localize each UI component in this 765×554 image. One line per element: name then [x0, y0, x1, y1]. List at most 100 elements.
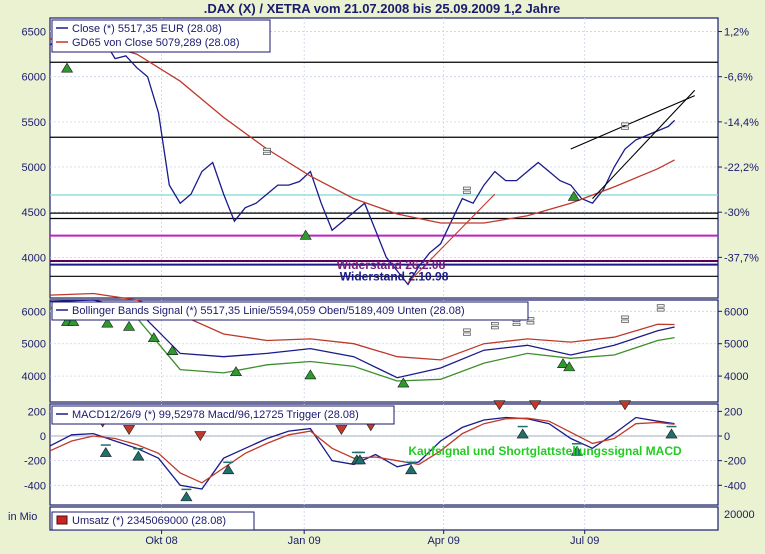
price-left-tick-label: 5500 — [22, 117, 46, 129]
bollinger-right-tick-label: 4000 — [724, 371, 748, 383]
price-left-tick-label: 6000 — [22, 72, 46, 84]
buy-signal-marker — [567, 190, 580, 201]
legend-label: Umsatz (*) 2345069000 (28.08) — [72, 515, 226, 527]
bollinger-series-linie — [49, 299, 675, 379]
buy-signal-marker — [556, 358, 570, 368]
chart-title: .DAX (X) / XETRA vom 21.07.2008 bis 25.0… — [204, 1, 560, 16]
macd-buy-signal-marker — [570, 445, 583, 456]
macd-buy-signal-marker — [516, 428, 529, 439]
neutral-signal-marker — [463, 328, 471, 332]
buy-signal-marker — [304, 369, 317, 380]
volume-right-tick-label: 20000 — [724, 509, 755, 521]
macd-buy-signal-marker — [180, 491, 193, 502]
price-trendline-1 — [592, 89, 696, 200]
sell-signal-marker — [529, 400, 542, 411]
price-plot-area — [49, 17, 719, 299]
buy-signal-marker — [397, 377, 410, 388]
sell-signal-marker — [618, 400, 632, 411]
macd-left-tick-label: 0 — [40, 431, 46, 443]
neutral-signal-marker — [621, 122, 629, 126]
buy-signal-marker — [61, 62, 74, 73]
macd-left-tick-label: -400 — [24, 480, 46, 492]
neutral-signal-marker — [656, 308, 665, 312]
legend-label: MACD12/26/9 (*) 99,52978 Macd/96,12725 T… — [72, 409, 359, 421]
macd-right-tick-label: 0 — [724, 431, 730, 443]
x-tick-label: Okt 08 — [145, 535, 177, 547]
macd-buy-signal-marker — [665, 428, 678, 439]
legend-label: GD65 von Close 5079,289 (28.08) — [72, 37, 240, 49]
neutral-signal-marker — [463, 332, 471, 336]
neutral-signal-marker — [463, 190, 471, 194]
legend-label: Bollinger Bands Signal (*) 5517,35 Linie… — [72, 305, 465, 317]
sell-signal-marker — [493, 400, 506, 411]
neutral-signal-marker — [656, 304, 665, 308]
price-left-tick-label: 5000 — [22, 162, 46, 174]
neutral-signal-marker — [491, 326, 499, 330]
macd-right-tick-label: -200 — [724, 456, 746, 468]
neutral-signal-marker — [621, 126, 629, 130]
neutral-signal-marker — [621, 319, 629, 323]
x-tick-label: Apr 09 — [427, 535, 459, 547]
price-left-tick-label: 4000 — [22, 252, 46, 264]
macd-right-tick-label: 200 — [724, 406, 742, 418]
neutral-signal-marker — [512, 322, 521, 326]
legend-swatch — [56, 515, 68, 525]
bollinger-left-tick-label: 6000 — [22, 306, 46, 318]
price-right-tick-label: 1,2% — [724, 27, 749, 39]
legend-label: Close (*) 5517,35 EUR (28.08) — [72, 23, 222, 35]
price-annotation-1: Widerstand 2.10.98 — [340, 269, 449, 283]
x-tick-label: Jul 09 — [570, 535, 599, 547]
macd-buy-signal-marker — [99, 446, 112, 457]
bollinger-left-tick-label: 4000 — [22, 371, 46, 383]
neutral-signal-marker — [491, 322, 499, 326]
neutral-signal-marker — [526, 321, 535, 325]
legend-box — [51, 405, 395, 425]
bollinger-series-unten — [49, 305, 675, 382]
neutral-signal-marker — [263, 151, 271, 155]
macd-left-tick-label: 200 — [28, 406, 46, 418]
buy-signal-marker — [123, 320, 136, 331]
legend-box — [51, 511, 255, 531]
sell-signal-marker — [335, 425, 348, 435]
price-right-tick-label: -22,2% — [724, 162, 759, 174]
macd-buy-signal-marker — [222, 464, 235, 475]
price-series-close — [49, 30, 676, 286]
macd-series-trigger — [49, 417, 675, 484]
macd-series-macd — [49, 416, 675, 490]
sell-signal-marker — [194, 431, 207, 442]
price-trendline-0 — [407, 193, 496, 284]
buy-signal-marker — [101, 317, 114, 328]
price-annotation-0: Widerstand 26.2.08 — [337, 258, 446, 272]
price-left-tick-label: 6500 — [22, 27, 46, 39]
neutral-signal-marker — [621, 315, 629, 319]
price-right-tick-label: -14,4% — [724, 117, 759, 129]
buy-signal-marker — [299, 229, 312, 240]
neutral-signal-marker — [263, 147, 271, 151]
price-right-tick-label: -30% — [724, 207, 750, 219]
macd-right-tick-label: -400 — [724, 480, 746, 492]
x-tick-label: Jan 09 — [288, 535, 321, 547]
buy-signal-marker — [229, 366, 243, 377]
price-series-gd65 — [49, 38, 675, 224]
bollinger-right-tick-label: 6000 — [724, 306, 748, 318]
bollinger-right-tick-label: 5000 — [724, 339, 748, 351]
macd-buy-signal-marker — [132, 450, 145, 461]
buy-signal-marker — [563, 361, 576, 372]
price-left-tick-label: 4500 — [22, 207, 46, 219]
bollinger-left-tick-label: 5000 — [22, 339, 46, 351]
legend-box — [51, 301, 529, 321]
macd-buy-signal-marker — [405, 464, 418, 475]
buy-signal-marker — [147, 332, 160, 343]
price-trendline-2 — [570, 95, 695, 150]
sell-signal-marker — [123, 425, 136, 435]
macd-buy-signal-marker — [353, 454, 367, 465]
macd-left-tick-label: -200 — [24, 456, 46, 468]
legend-box — [51, 19, 271, 53]
volume-unit-label: in Mio — [8, 511, 37, 523]
buy-signal-marker — [166, 345, 179, 355]
price-right-tick-label: -37,7% — [724, 252, 759, 264]
neutral-signal-marker — [463, 186, 471, 190]
macd-signal-annotation: Kaufsignal und Shortglattstellungssignal… — [408, 444, 682, 458]
